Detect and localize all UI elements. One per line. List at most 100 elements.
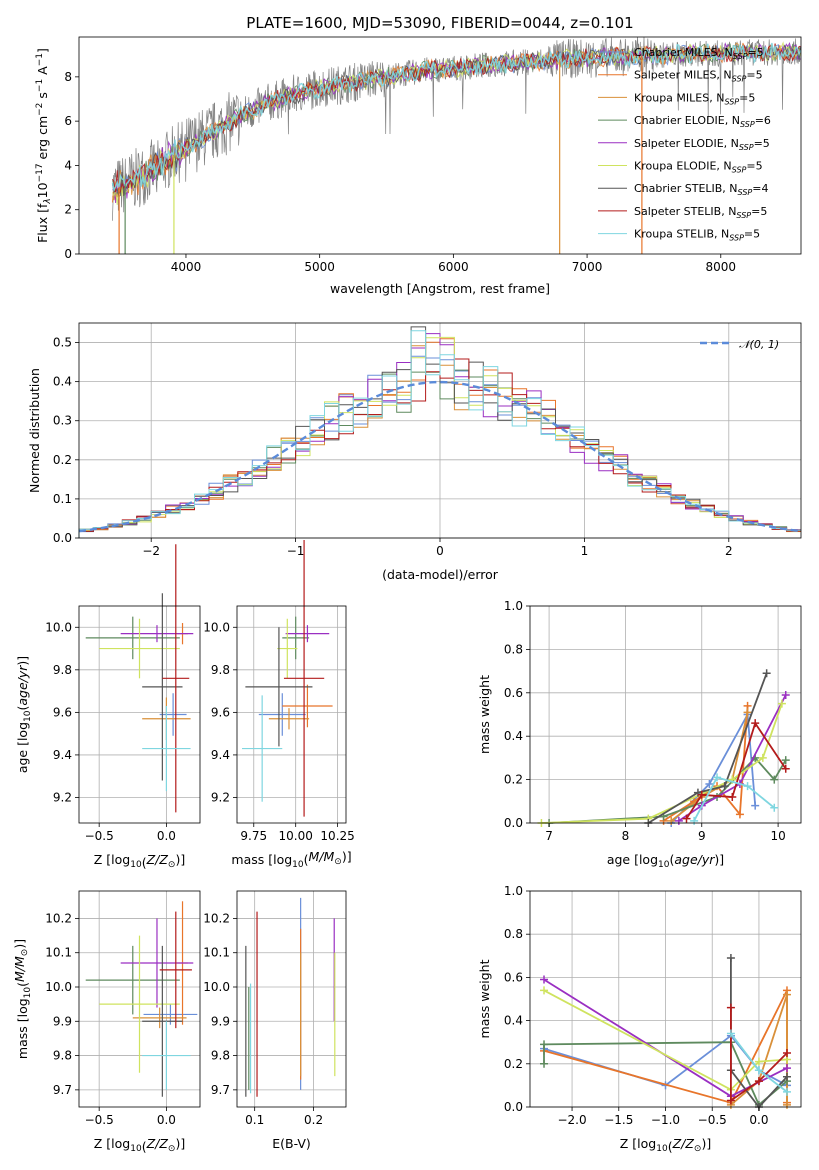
y-tick-label: 0.0 xyxy=(53,531,72,545)
residuals-plot-area xyxy=(78,326,801,538)
legend-entry: 𝒩(0, 1) xyxy=(739,338,779,351)
weight-vs-age-plot-area xyxy=(537,669,790,827)
legend-entry: Salpeter ELODIE, NSSP=5 xyxy=(634,137,770,152)
weight-marker xyxy=(726,1003,735,1012)
x-axis-label: wavelength [Angstrom, rest frame] xyxy=(330,281,550,296)
weight-vs-Z-frame xyxy=(529,890,802,1108)
y-tick-label: 10.1 xyxy=(203,946,230,960)
y-axis-label: Normed distribution xyxy=(27,368,42,493)
weight-marker xyxy=(705,779,714,788)
weight-marker xyxy=(782,1064,791,1073)
y-tick-label: 0.6 xyxy=(504,970,523,984)
y-tick-label: 9.7 xyxy=(53,1083,72,1097)
weight-marker xyxy=(540,986,549,995)
axes-mass-vs-EBV: 0.1 0.2 9.7 9.8 9.9 10.0 10.1 10.2 E(B-V) xyxy=(203,890,347,1151)
y-tick-label: 2 xyxy=(64,203,72,217)
axes-weight-vs-age: 7 8 9 10 0.0 0.2 0.4 0.6 0.8 1.0 age [log10(age/yr… xyxy=(477,599,802,870)
weight-marker xyxy=(682,814,691,823)
y-tick-label: 9.8 xyxy=(53,663,72,677)
x-tick-label: 10 xyxy=(770,829,785,843)
weight-marker xyxy=(720,782,729,791)
y-tick-label: 0.4 xyxy=(504,1014,523,1028)
weight-marker xyxy=(777,699,786,708)
weight-marker xyxy=(713,773,722,782)
legend-entry: Chabrier MILES, NSSP=5 xyxy=(634,46,764,61)
x-tick-label: 2 xyxy=(725,544,733,558)
x-tick-label: 5000 xyxy=(304,260,335,274)
weight-marker xyxy=(690,816,699,825)
x-tick-label: 7 xyxy=(545,829,553,843)
y-tick-label: 0.4 xyxy=(504,729,523,743)
y-tick-label: 0.2 xyxy=(53,453,72,467)
weight-marker xyxy=(726,953,735,962)
x-axis-label: E(B-V) xyxy=(272,1136,311,1151)
x-tick-label: 9 xyxy=(698,829,706,843)
x-axis-label: Z [log10(Z/Z⊙)] xyxy=(94,1136,185,1154)
mass-vs-Z-frame xyxy=(78,890,201,1108)
y-tick-label: 0 xyxy=(64,247,72,261)
legend-entry: Salpeter MILES, NSSP=5 xyxy=(634,69,763,84)
y-axis-label: Flux [fλ10−17 erg cm−2 s−1 A−1] xyxy=(35,48,53,243)
y-tick-label: 9.2 xyxy=(53,790,72,804)
x-tick-label: 0 xyxy=(436,544,444,558)
y-tick-label: 9.7 xyxy=(211,1083,230,1097)
spectrum-model-kroupa-stelib xyxy=(111,42,802,193)
y-tick-label: 9.4 xyxy=(53,748,72,762)
x-tick-label: −0.5 xyxy=(85,1113,114,1127)
spectrum-model-kroupa-elodie xyxy=(111,41,802,205)
spectrum-title: PLATE=1600, MJD=53090, FIBERID=0044, z=0… xyxy=(246,14,633,32)
x-axis-label: age [log10(age/yr)] xyxy=(607,852,724,870)
weight-marker xyxy=(751,719,760,728)
y-tick-label: 0.8 xyxy=(504,642,523,656)
x-tick-label: 7000 xyxy=(572,260,603,274)
y-tick-label: 0.0 xyxy=(504,1100,523,1114)
axes-age-vs-Z: −0.5 0.0 9.2 9.4 9.6 9.8 10.0 Z [log10(Z/Z⊙)] ag… xyxy=(15,544,201,870)
y-tick-label: 10.0 xyxy=(45,980,72,994)
legend-entry: Kroupa STELIB, NSSP=5 xyxy=(634,228,760,243)
weight-marker xyxy=(782,1072,791,1081)
weight-marker xyxy=(743,782,752,791)
weight-marker xyxy=(667,816,676,825)
weight-vs-Z-plot-area xyxy=(540,953,791,1111)
y-tick-label: 0.3 xyxy=(53,414,72,428)
residuals-frame xyxy=(78,322,802,539)
weight-marker xyxy=(674,816,683,825)
weight-marker xyxy=(754,1066,763,1075)
legend-entry: Kroupa ELODIE, NSSP=5 xyxy=(634,160,763,175)
x-axis-label: Z [log10(Z/Z⊙)] xyxy=(620,1136,711,1154)
mass-vs-EBV-plot-area xyxy=(245,897,336,1097)
y-tick-label: 9.2 xyxy=(211,790,230,804)
y-axis-label: mass weight xyxy=(477,675,492,754)
y-axis-label: mass [log10(M/M⊙)] xyxy=(12,939,33,1059)
axes-residuals: −2 −1 0 1 2 0.0 0.1 0.2 0.3 0.4 0.5 (data-model)/er… xyxy=(27,322,802,582)
y-tick-label: 9.6 xyxy=(211,705,230,719)
y-tick-label: 10.1 xyxy=(45,946,72,960)
x-tick-label: 0.0 xyxy=(749,1113,768,1127)
x-axis-label: (data-model)/error xyxy=(382,567,499,582)
age-vs-Z-plot-area xyxy=(85,544,194,813)
legend-entry: Chabrier ELODIE, NSSP=6 xyxy=(634,114,771,129)
y-axis-label: mass weight xyxy=(477,959,492,1038)
y-tick-label: 9.9 xyxy=(211,1014,230,1028)
x-tick-label: −2.0 xyxy=(557,1113,586,1127)
weight-marker xyxy=(754,1057,763,1066)
y-tick-label: 0.2 xyxy=(504,1057,523,1071)
y-tick-label: 9.9 xyxy=(53,1014,72,1028)
weight-marker xyxy=(770,775,779,784)
y-tick-label: 9.6 xyxy=(53,705,72,719)
weight-marker xyxy=(735,810,744,819)
x-tick-label: 1 xyxy=(581,544,589,558)
weight-marker xyxy=(782,1100,791,1109)
y-tick-label: 0.1 xyxy=(53,492,72,506)
x-tick-label: −1 xyxy=(287,544,305,558)
age-vs-mass-plot-area xyxy=(242,540,333,817)
weight-marker xyxy=(781,764,790,773)
weight-marker xyxy=(754,1077,763,1086)
mass-vs-EBV-frame xyxy=(236,890,347,1108)
y-tick-label: 9.4 xyxy=(211,748,230,762)
weight-line-salpeter-stelib xyxy=(730,1007,788,1103)
weight-marker xyxy=(781,756,790,765)
spectrum-frame xyxy=(78,36,802,255)
y-tick-label: 0.4 xyxy=(53,375,72,389)
legend-entry: Kroupa MILES, NSSP=5 xyxy=(634,91,755,106)
